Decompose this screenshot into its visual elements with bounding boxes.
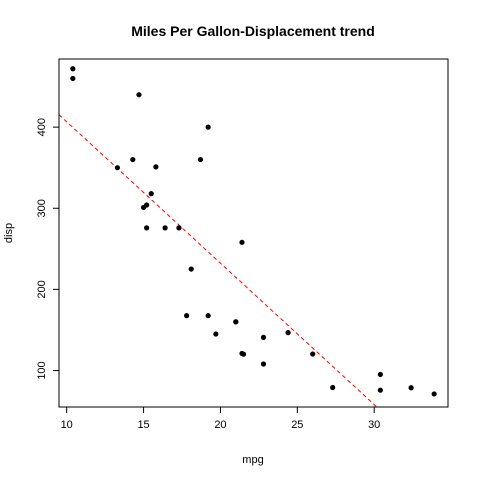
data-point <box>377 371 383 378</box>
x-tick-label: 10 <box>61 419 73 431</box>
data-point <box>130 156 136 163</box>
plot-frame <box>58 58 449 408</box>
data-points <box>70 66 437 397</box>
y-tick-label: 300 <box>36 199 48 217</box>
data-point <box>136 92 142 98</box>
data-point <box>197 156 204 163</box>
data-point <box>213 331 219 337</box>
x-axis: 10 15 20 25 30 <box>61 407 380 431</box>
y-tick-label: 200 <box>36 280 48 298</box>
data-point <box>205 313 211 319</box>
chart-title: Miles Per Gallon-Displacement trend <box>131 23 375 39</box>
data-point <box>205 124 211 130</box>
x-tick-label: 30 <box>368 419 380 431</box>
x-tick-label: 15 <box>137 419 149 431</box>
data-point <box>239 239 245 245</box>
data-point <box>310 351 316 357</box>
data-point <box>330 384 336 391</box>
y-tick-label: 400 <box>36 118 48 136</box>
data-point <box>285 330 291 336</box>
x-tick-label: 25 <box>291 419 303 431</box>
data-point <box>239 350 245 357</box>
y-axis: 100 200 300 400 <box>36 118 59 380</box>
plot-region <box>59 66 437 407</box>
data-point <box>408 385 414 391</box>
data-point <box>233 319 239 325</box>
data-point <box>188 266 194 272</box>
data-point <box>148 191 154 197</box>
y-tick-label: 100 <box>36 361 48 379</box>
data-point <box>70 75 76 82</box>
x-tick-label: 20 <box>214 419 226 431</box>
data-point <box>153 164 159 170</box>
data-point <box>176 225 182 231</box>
data-point <box>144 225 150 231</box>
data-point <box>260 361 267 367</box>
data-point <box>162 225 168 231</box>
data-point <box>431 391 437 397</box>
data-point <box>114 165 121 171</box>
x-axis-label: mpg <box>242 454 263 466</box>
data-point <box>70 66 76 72</box>
data-point <box>140 204 147 211</box>
data-point <box>260 334 267 340</box>
data-point <box>184 313 190 319</box>
y-axis-label: disp <box>3 223 15 243</box>
data-point <box>377 387 383 393</box>
